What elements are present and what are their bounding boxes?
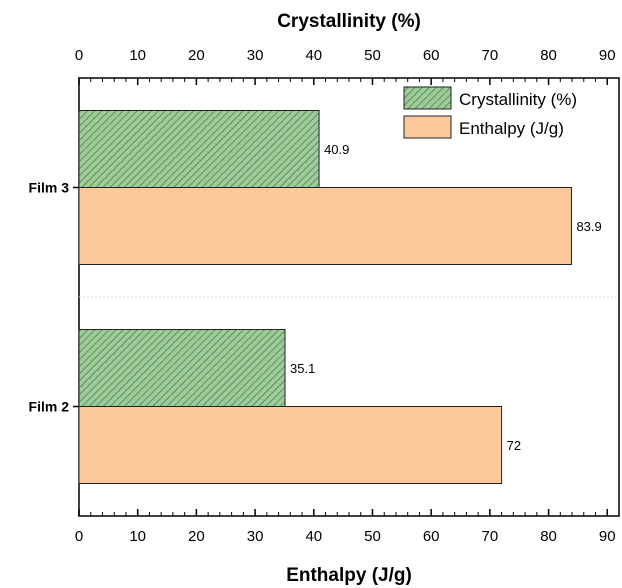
bottom-axis-tick-label: 0 — [75, 528, 83, 545]
top-axis-tick-label: 10 — [129, 47, 146, 64]
bottom-axis-tick-label: 40 — [305, 528, 322, 545]
top-axis-tick-label: 60 — [423, 47, 440, 64]
data-label-crystallinity: 40.9 — [324, 142, 349, 157]
bottom-axis-tick-label: 70 — [482, 528, 499, 545]
legend-swatch-enthalpy — [403, 115, 452, 139]
bottom-axis-tick-label: 60 — [423, 528, 440, 545]
bottom-axis-tick-label: 30 — [247, 528, 264, 545]
top-axis-tick-label: 0 — [75, 47, 83, 64]
top-axis-tick-label: 70 — [482, 47, 499, 64]
category-label: Film 3 — [29, 180, 70, 196]
legend-swatch-crystallinity — [403, 86, 452, 110]
bars: 40.9 83.9 35.1 72 — [78, 110, 602, 484]
top-axis-tick-label: 40 — [305, 47, 322, 64]
bottom-axis-tick-label: 50 — [364, 528, 381, 545]
top-axis-tick-label: 90 — [599, 47, 616, 64]
top-axis-tick-label: 30 — [247, 47, 264, 64]
bar-crystallinity — [78, 329, 286, 407]
legend-label-enthalpy: Enthalpy (J/g) — [459, 119, 564, 138]
bottom-axis-tick-label: 90 — [599, 528, 616, 545]
top-axis: 0 10 20 30 40 50 60 70 80 90 — [75, 47, 616, 85]
category-labels: Film 3 Film 2 — [29, 180, 79, 415]
bar-enthalpy — [78, 406, 503, 484]
bottom-axis: 0 10 20 30 40 50 60 70 80 90 — [75, 509, 616, 545]
data-label-enthalpy: 72 — [507, 438, 521, 453]
data-label-enthalpy: 83.9 — [576, 219, 601, 234]
category-label: Film 2 — [29, 399, 70, 415]
bottom-axis-tick-label: 20 — [188, 528, 205, 545]
bar-enthalpy — [78, 187, 572, 265]
bottom-axis-tick-label: 80 — [540, 528, 557, 545]
top-axis-title: Crystallinity (%) — [277, 11, 421, 32]
bottom-axis-title: Enthalpy (J/g) — [286, 565, 412, 586]
legend: Crystallinity (%) Enthalpy (J/g) — [403, 86, 577, 139]
top-axis-tick-label: 50 — [364, 47, 381, 64]
bar-crystallinity — [78, 110, 320, 188]
top-axis-tick-label: 20 — [188, 47, 205, 64]
top-axis-tick-label: 80 — [540, 47, 557, 64]
data-label-crystallinity: 35.1 — [290, 361, 315, 376]
legend-label-crystallinity: Crystallinity (%) — [459, 90, 577, 109]
bottom-axis-tick-label: 10 — [129, 528, 146, 545]
